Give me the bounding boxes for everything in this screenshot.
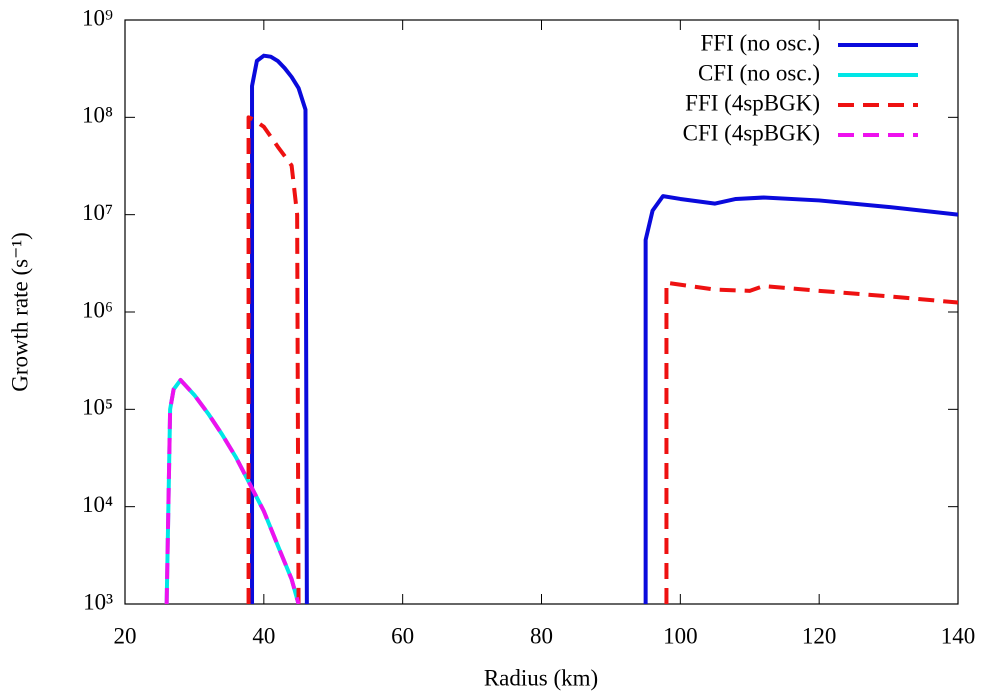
y-tick-label: 10⁹	[82, 5, 113, 30]
legend-label: CFI (no osc.)	[698, 60, 820, 85]
plot-area	[164, 53, 958, 604]
legend-label: FFI (no osc.)	[701, 30, 820, 55]
series-line	[164, 378, 301, 604]
y-tick-label: 10⁴	[82, 492, 113, 517]
legend-label: CFI (4spBGK)	[683, 120, 820, 145]
series-line	[250, 53, 958, 604]
x-axis-label: Radius (km)	[484, 665, 598, 690]
x-tick-label: 120	[802, 623, 837, 648]
x-tick-label: 40	[252, 623, 275, 648]
y-tick-label: 10⁸	[82, 103, 113, 128]
series-line	[164, 378, 301, 604]
x-tick-label: 80	[530, 623, 553, 648]
series-line	[246, 115, 958, 604]
x-tick-label: 20	[114, 623, 137, 648]
y-tick-label: 10⁶	[82, 297, 113, 322]
y-axis-label: Growth rate (s⁻¹)	[7, 232, 32, 392]
x-tick-label: 100	[663, 623, 698, 648]
x-tick-label: 60	[391, 623, 414, 648]
y-tick-label: 10⁷	[82, 200, 113, 225]
y-tick-label: 10³	[83, 589, 113, 614]
y-tick-label: 10⁵	[82, 395, 113, 420]
x-tick-label: 140	[941, 623, 976, 648]
legend-label: FFI (4spBGK)	[685, 90, 820, 115]
